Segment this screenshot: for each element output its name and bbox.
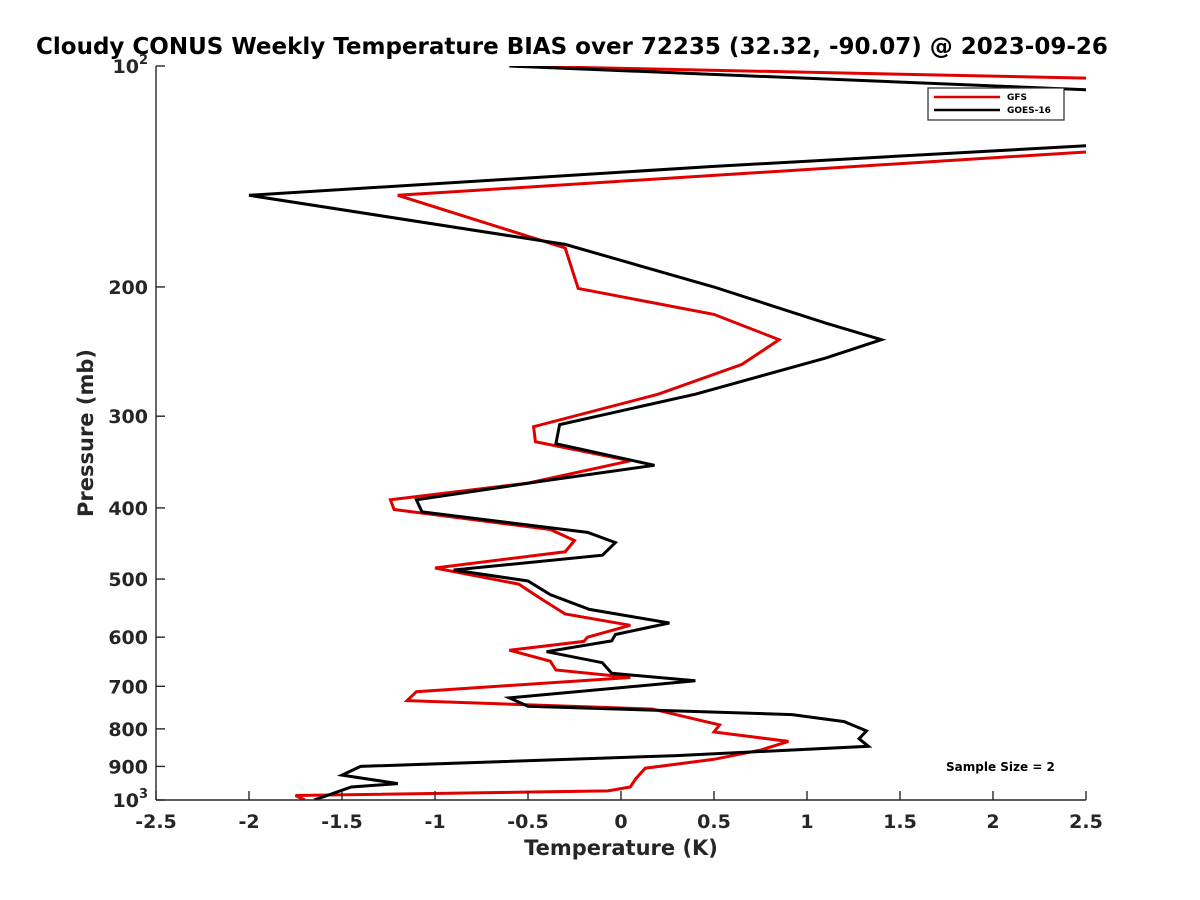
series-line-gfs: [294, 66, 1086, 800]
ticks-layer: -2.5 -2 -1.5 -1 -0.5 0 0.5 1 1.5 2 2.5102200300400…: [108, 53, 1103, 833]
x-tick-label: -0.5: [507, 811, 549, 833]
x-tick-label: 1.5: [883, 811, 917, 833]
x-tick-label: -2: [238, 811, 259, 833]
y-tick-label: 103: [113, 787, 149, 812]
series-layer: [248, 66, 1086, 800]
x-tick-label: 2: [986, 811, 999, 833]
y-tick-label: 700: [108, 676, 148, 698]
y-tick-label-exponent: 3: [139, 787, 148, 802]
y-tick-label: 102: [113, 53, 149, 78]
y-tick-label: 200: [108, 277, 148, 299]
legend: GFS GOES-16: [927, 87, 1065, 121]
y-tick-label: 500: [108, 569, 148, 591]
y-tick-label: 900: [108, 756, 148, 778]
x-tick-label: -2.5: [135, 811, 177, 833]
series-line-goes16: [248, 66, 1086, 800]
x-axis-title: Temperature (K): [524, 836, 718, 860]
sample-size-annotation: Sample Size = 2: [946, 760, 1055, 774]
chart-title: Cloudy CONUS Weekly Temperature BIAS ove…: [36, 34, 1108, 60]
x-tick-label: 2.5: [1069, 811, 1103, 833]
y-tick-label-base: 10: [113, 56, 139, 78]
legend-box: [927, 87, 1065, 121]
x-tick-label: 1: [800, 811, 813, 833]
y-tick-label: 300: [108, 406, 148, 428]
y-axis-title: Pressure (mb): [74, 349, 98, 517]
x-tick-label: 0.5: [697, 811, 731, 833]
x-tick-label: -1.5: [321, 811, 363, 833]
y-tick-label-exponent: 2: [139, 53, 148, 68]
y-tick-label: 600: [108, 627, 148, 649]
x-tick-label: 0: [614, 811, 627, 833]
y-tick-label: 800: [108, 719, 148, 741]
legend-label-gfs: GFS: [1007, 93, 1027, 103]
y-tick-label: 400: [108, 498, 148, 520]
legend-label-goes16: GOES-16: [1007, 106, 1051, 116]
x-tick-label: -1: [424, 811, 445, 833]
y-tick-label-base: 10: [113, 790, 139, 812]
